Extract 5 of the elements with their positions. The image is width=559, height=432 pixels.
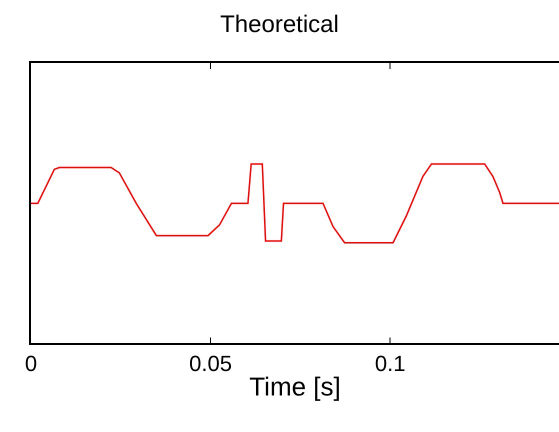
chart-title: Theoretical — [220, 10, 339, 38]
x-tick-label: 0 — [24, 351, 38, 376]
x-tick-label: 0.05 — [189, 351, 232, 376]
x-tick-label: 0.1 — [374, 351, 406, 376]
x-axis-title: Time [s] — [249, 371, 341, 402]
